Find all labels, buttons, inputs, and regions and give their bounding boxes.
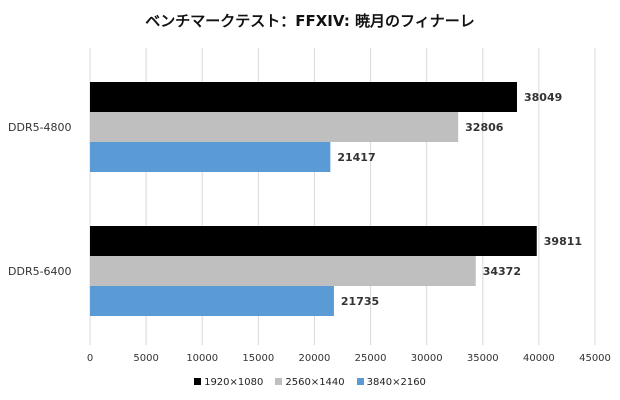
bar (90, 142, 331, 172)
legend-label: 1920×1080 (204, 377, 264, 388)
legend-label: 3840×2160 (366, 377, 426, 388)
bar (90, 82, 517, 112)
legend-swatch (356, 378, 364, 385)
data-label: 21417 (337, 151, 375, 164)
x-tick-label: 10000 (186, 353, 218, 364)
legend-item: 3840×2160 (356, 377, 426, 388)
x-tick-label: 20000 (299, 353, 331, 364)
bar (90, 112, 459, 142)
category-labels: DDR5-4800 DDR5-6400 (8, 121, 72, 278)
data-label: 38049 (524, 91, 562, 104)
bars (90, 82, 537, 316)
legend: 1920×1080 2560×1440 3840×2160 (0, 377, 620, 388)
data-label: 32806 (465, 121, 504, 134)
legend-item: 1920×1080 (194, 377, 263, 388)
legend-label: 2560×1440 (285, 377, 345, 388)
data-label: 34372 (483, 265, 521, 278)
x-tick-label: 15000 (242, 353, 274, 364)
x-tick-label: 40000 (523, 353, 555, 364)
legend-swatch (275, 378, 283, 385)
legend-swatch (194, 378, 202, 385)
x-tick-label: 45000 (579, 353, 611, 364)
x-tick-label: 30000 (411, 353, 443, 364)
chart-title: ベンチマークテスト：FFXIV: 暁月のフィナーレ (145, 12, 475, 30)
x-tick-label: 0 (87, 353, 93, 364)
x-tick-label: 35000 (467, 353, 499, 364)
bar (90, 226, 537, 256)
legend-item: 2560×1440 (275, 377, 345, 388)
x-tick-label: 25000 (355, 353, 387, 364)
x-tick-label: 5000 (133, 353, 158, 364)
data-labels: 38049 32806 21417 39811 34372 21735 (337, 91, 582, 308)
category-label: DDR5-6400 (8, 265, 72, 278)
category-label: DDR5-4800 (8, 121, 72, 134)
data-label: 39811 (544, 235, 582, 248)
x-axis: 0 5000 10000 15000 20000 25000 30000 35000 40000… (87, 353, 611, 364)
data-label: 21735 (341, 295, 379, 308)
bar (90, 286, 334, 316)
bar (90, 256, 476, 286)
